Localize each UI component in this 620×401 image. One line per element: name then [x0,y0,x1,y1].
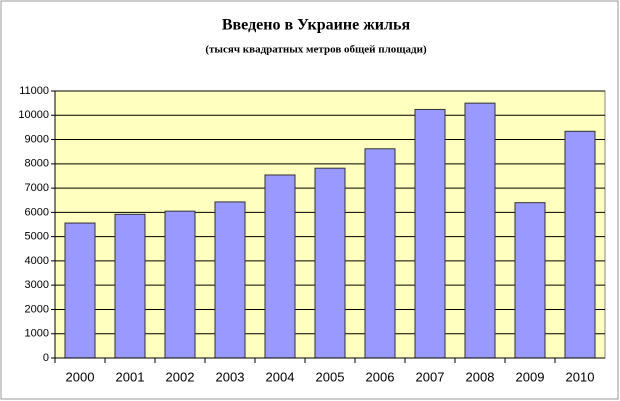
x-tick-label: 2009 [516,369,545,384]
y-tick-label: 9000 [25,133,49,145]
bar [564,130,596,359]
x-tick-label: 2002 [166,369,195,384]
y-tick-label: 6000 [25,206,49,218]
x-tick-label: 2010 [566,369,595,384]
y-tick-label: 1000 [25,328,49,340]
y-tick-label: 10000 [18,109,49,121]
y-tick-label: 0 [43,352,49,364]
y-tick-label: 2000 [25,303,49,315]
x-tick-label: 2006 [366,369,395,384]
bar [514,202,546,359]
x-tick-label: 2008 [466,369,495,384]
y-tick-label: 7000 [25,182,49,194]
bar [64,222,96,359]
x-tick-label: 2001 [116,369,145,384]
bar [364,148,396,359]
bar [114,213,146,359]
bar [164,210,196,359]
x-tick-label: 2000 [66,369,95,384]
x-tick-label: 2003 [216,369,245,384]
bar [414,108,446,359]
y-tick-label: 5000 [25,231,49,243]
x-tick-label: 2005 [316,369,345,384]
y-tick-label: 11000 [19,85,49,97]
bar [314,167,346,359]
x-tick-label: 2004 [266,369,295,384]
chart-subtitle: (тысяч квадратных метров общей площади) [205,44,427,56]
y-tick-label: 4000 [25,255,49,267]
chart-title: Введено в Украине жилья [222,17,411,34]
bar [214,201,246,359]
y-tick-label: 3000 [25,279,49,291]
x-tick-label: 2007 [416,369,445,384]
bar [264,174,296,359]
y-tick-label: 8000 [25,158,49,170]
bar [464,102,496,359]
